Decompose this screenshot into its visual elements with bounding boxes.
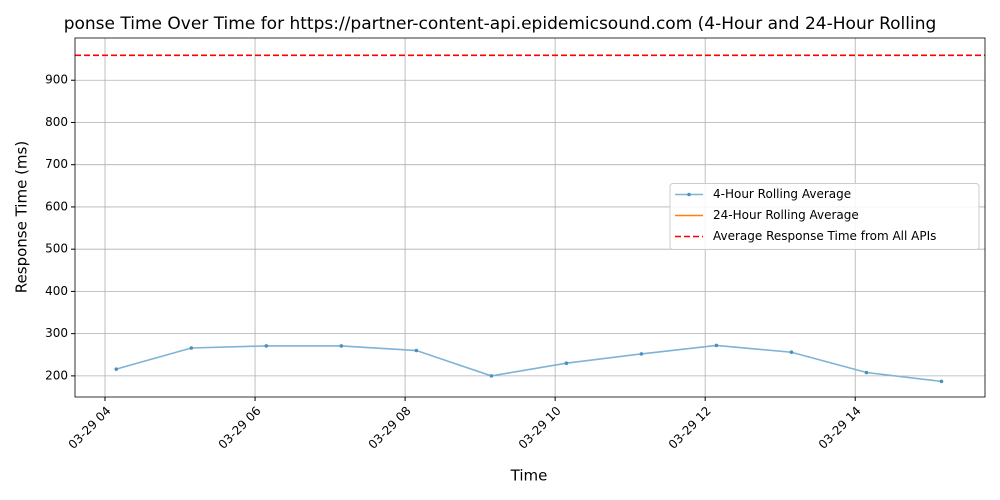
data-point	[264, 344, 269, 348]
data-point	[114, 367, 119, 371]
data-point	[939, 379, 944, 384]
plot-frame	[74, 37, 986, 398]
chart-title: ponse Time Over Time for https://partner…	[64, 14, 937, 34]
legend-label: Average Response Time from All APIs	[713, 229, 936, 243]
legend-box	[669, 183, 980, 250]
x-axis-label: Time	[510, 467, 548, 485]
y-tick-label: 900	[45, 73, 68, 87]
legend-label: 4-Hour Rolling Average	[713, 187, 851, 201]
data-point	[864, 370, 869, 375]
y-tick-label: 200	[45, 368, 68, 382]
data-point	[789, 350, 794, 355]
y-tick-label: 500	[45, 242, 68, 256]
data-point	[489, 374, 494, 378]
y-tick-label: 400	[45, 284, 68, 298]
data-point	[189, 346, 194, 350]
legend-label: 24-Hour Rolling Average	[713, 208, 859, 222]
data-point	[639, 352, 644, 356]
y-tick-label: 800	[45, 115, 68, 129]
data-point	[339, 344, 344, 348]
y-axis-label: Response Time (ms)	[13, 141, 31, 293]
data-point	[414, 348, 419, 353]
series-line	[116, 344, 942, 383]
data-point	[564, 361, 569, 366]
data-point	[714, 343, 719, 348]
y-tick-label: 700	[45, 157, 68, 171]
y-tick-label: 600	[45, 199, 68, 213]
legend-marker	[687, 192, 691, 197]
legend: 4-Hour Rolling Average 24-Hour Rolling Av…	[669, 183, 980, 250]
y-tick-label: 300	[45, 326, 68, 340]
